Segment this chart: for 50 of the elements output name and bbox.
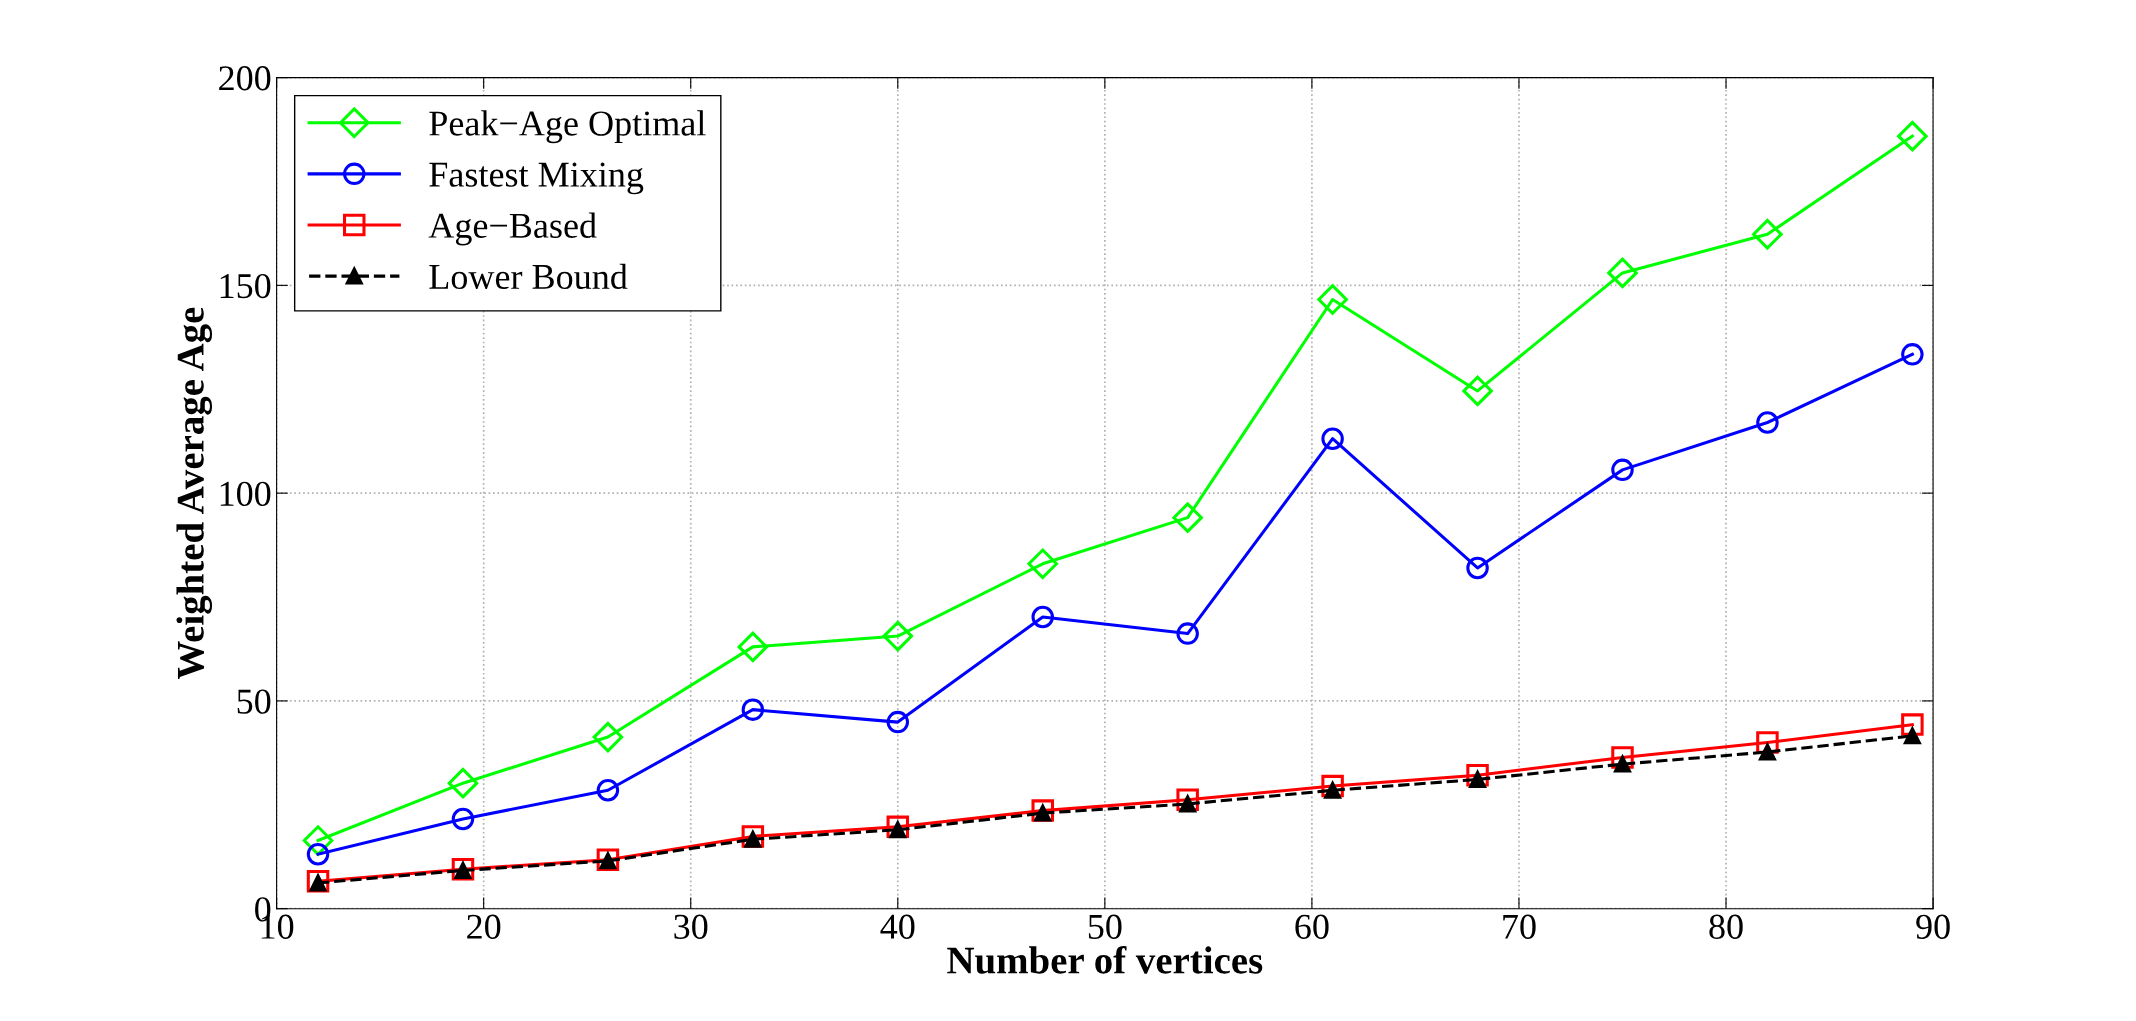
point (1903, 727, 1921, 745)
x-tick-label: 30 (674, 914, 708, 939)
point (1611, 746, 1634, 769)
y-axis-title: Weighted Average Age (176, 307, 213, 680)
x-tick-label: 40 (880, 914, 915, 939)
point (1611, 458, 1634, 482)
point (882, 620, 914, 652)
x-tick-label: 90 (1916, 914, 1950, 939)
point (451, 807, 475, 831)
y-tick-label: 50 (237, 689, 271, 714)
point (737, 631, 769, 663)
point (1901, 343, 1924, 366)
point (886, 710, 910, 734)
point (1176, 788, 1199, 812)
point (886, 815, 910, 839)
legend-label: Lower Bound (429, 263, 628, 290)
point (1462, 375, 1493, 407)
point (1466, 556, 1489, 580)
point (592, 721, 624, 753)
point (1613, 753, 1632, 773)
point (741, 698, 765, 721)
y-tick-label: 150 (220, 273, 271, 299)
point (1321, 427, 1344, 450)
legend-label: Peak−Age Optimal (429, 110, 706, 144)
point (1317, 284, 1348, 315)
x-tick-label: 60 (1295, 914, 1329, 939)
point (1176, 622, 1199, 645)
point (1172, 502, 1203, 533)
x-tick-label: 80 (1709, 914, 1743, 939)
point (447, 767, 479, 799)
point (1031, 605, 1054, 629)
y-tick-label: 200 (219, 66, 271, 91)
point (1756, 411, 1779, 434)
point (1901, 713, 1924, 736)
point (596, 779, 620, 802)
point (1752, 218, 1783, 250)
point (1466, 764, 1489, 787)
x-axis-title: Number of vertices (947, 945, 1263, 974)
point (306, 843, 330, 866)
point (1027, 548, 1059, 580)
y-tick-label: 100 (220, 481, 271, 507)
x-tick-label: 50 (1088, 914, 1122, 939)
point (1758, 741, 1777, 761)
legend-label: Fastest Mixing (429, 162, 644, 195)
x-tick-label: 20 (467, 914, 501, 939)
point (1607, 257, 1638, 289)
point (1321, 774, 1344, 798)
point (1897, 120, 1928, 152)
legend-label: Age−Based (428, 212, 597, 246)
x-tick-label: 70 (1503, 914, 1536, 939)
